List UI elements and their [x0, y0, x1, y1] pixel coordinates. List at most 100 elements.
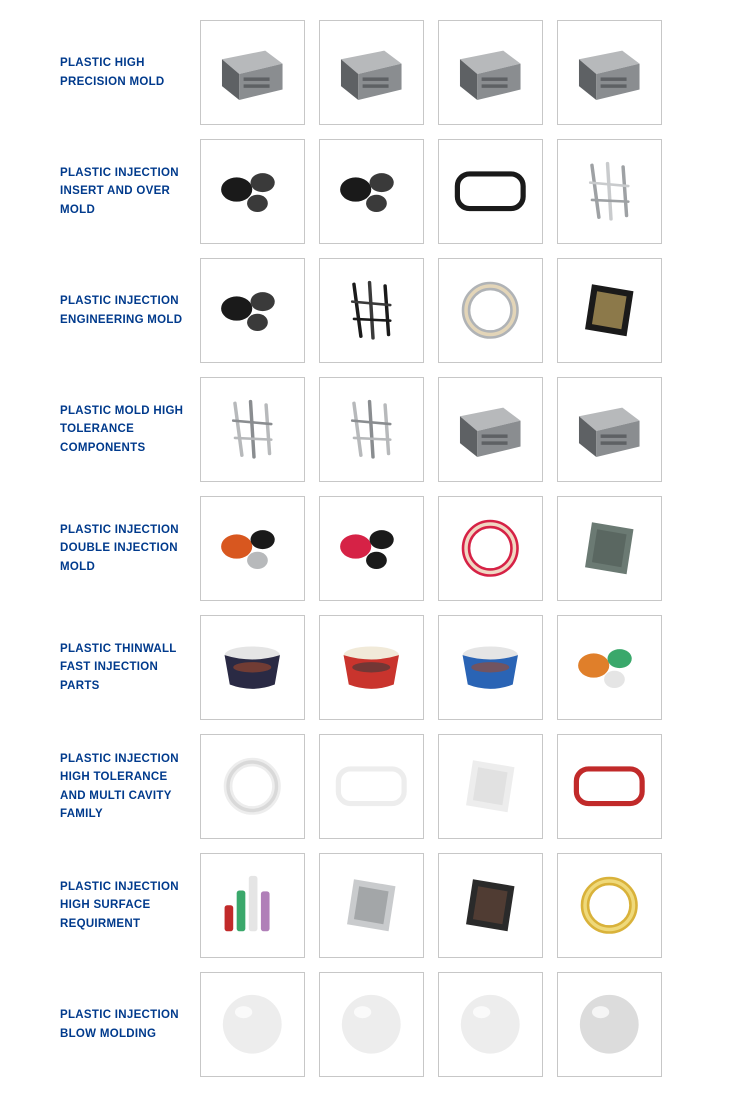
silver-clutch-box-icon — [328, 862, 415, 949]
product-thumb[interactable] — [319, 734, 424, 839]
product-thumb[interactable] — [200, 496, 305, 601]
product-thumb[interactable] — [319, 615, 424, 720]
product-thumb[interactable] — [438, 377, 543, 482]
gold-chrome-rings-icon — [566, 862, 653, 949]
product-thumb[interactable] — [438, 496, 543, 601]
clear-ladder-frame-icon — [328, 743, 415, 830]
category-row: PLASTIC INJECTION DOUBLE INJECTION MOLD — [0, 496, 720, 601]
product-thumb[interactable] — [557, 139, 662, 244]
black-frame-bezel-icon — [447, 148, 534, 235]
product-thumb[interactable] — [557, 615, 662, 720]
metal-bracket-wires-icon — [566, 148, 653, 235]
black-bracket-assembly-icon — [328, 267, 415, 354]
aluminum-linkage-icon — [209, 386, 296, 473]
category-label: PLASTIC HIGH PRECISION MOLD — [60, 54, 190, 91]
tool-grip-orange-black-icon — [209, 505, 296, 592]
thumb-row — [200, 258, 662, 363]
red-clear-visor-icon — [566, 743, 653, 830]
black-connector-set-icon — [328, 148, 415, 235]
product-thumb[interactable] — [557, 853, 662, 958]
product-thumb[interactable] — [319, 139, 424, 244]
category-label-col: PLASTIC INJECTION BLOW MOLDING — [0, 1006, 200, 1043]
thumb-row — [200, 20, 662, 125]
category-label: PLASTIC INJECTION DOUBLE INJECTION MOLD — [60, 521, 190, 576]
category-label: PLASTIC INJECTION BLOW MOLDING — [60, 1006, 190, 1043]
baby-bottle-pacifiers-icon — [566, 624, 653, 711]
steel-mold-base-2-icon — [566, 386, 653, 473]
product-thumb[interactable] — [438, 139, 543, 244]
product-thumb[interactable] — [200, 853, 305, 958]
category-label: PLASTIC INJECTION HIGH SURFACE REQUIRMEN… — [60, 878, 190, 933]
mold-block-3-icon — [447, 29, 534, 116]
aluminum-hinge-icon — [328, 386, 415, 473]
product-thumb[interactable] — [438, 20, 543, 125]
compact-dark-cases-icon — [447, 862, 534, 949]
category-row: PLASTIC MOLD HIGH TOLERANCE COMPONENTS — [0, 377, 720, 482]
thumb-row — [200, 972, 662, 1077]
ring-washers-icon — [447, 267, 534, 354]
mold-block-2-icon — [328, 29, 415, 116]
product-thumb[interactable] — [200, 258, 305, 363]
mold-block-1-icon — [209, 29, 296, 116]
product-thumb[interactable] — [200, 734, 305, 839]
steel-mold-base-1-icon — [447, 386, 534, 473]
thumb-row — [200, 377, 662, 482]
category-row: PLASTIC HIGH PRECISION MOLD — [0, 20, 720, 125]
category-row: PLASTIC INJECTION BLOW MOLDING — [0, 972, 720, 1077]
product-thumb[interactable] — [557, 258, 662, 363]
product-thumb[interactable] — [557, 734, 662, 839]
cosmetic-bottles-icon — [209, 862, 296, 949]
thumb-row — [200, 734, 662, 839]
product-thumb[interactable] — [438, 734, 543, 839]
category-label: PLASTIC MOLD HIGH TOLERANCE COMPONENTS — [60, 402, 190, 457]
product-thumb[interactable] — [200, 615, 305, 720]
product-category-grid: PLASTIC HIGH PRECISION MOLD PLASTIC INJE… — [0, 20, 720, 1077]
category-label-col: PLASTIC INJECTION HIGH TOLERANCE AND MUL… — [0, 750, 200, 824]
category-label: PLASTIC INJECTION ENGINEERING MOLD — [60, 292, 190, 329]
frosted-sphere-icon — [566, 981, 653, 1068]
product-thumb[interactable] — [319, 972, 424, 1077]
category-label-col: PLASTIC HIGH PRECISION MOLD — [0, 54, 200, 91]
product-thumb[interactable] — [319, 258, 424, 363]
product-thumb[interactable] — [557, 496, 662, 601]
category-row: PLASTIC INJECTION HIGH SURFACE REQUIRMEN… — [0, 853, 720, 958]
product-thumb[interactable] — [200, 972, 305, 1077]
category-label: PLASTIC INJECTION HIGH TOLERANCE AND MUL… — [60, 750, 190, 824]
product-thumb[interactable] — [319, 853, 424, 958]
category-label-col: PLASTIC THINWALL FAST INJECTION PARTS — [0, 640, 200, 695]
category-label: PLASTIC INJECTION INSERT AND OVER MOLD — [60, 164, 190, 219]
parlour-tub-blue-icon — [447, 624, 534, 711]
product-thumb[interactable] — [438, 853, 543, 958]
category-label-col: PLASTIC INJECTION ENGINEERING MOLD — [0, 292, 200, 329]
category-row: PLASTIC INJECTION ENGINEERING MOLD — [0, 258, 720, 363]
product-thumb[interactable] — [557, 20, 662, 125]
product-thumb[interactable] — [557, 377, 662, 482]
thumb-row — [200, 615, 662, 720]
clear-lantern-ribbed-icon — [447, 981, 534, 1068]
category-label-col: PLASTIC INJECTION INSERT AND OVER MOLD — [0, 164, 200, 219]
clear-headlamp-lens-icon — [447, 743, 534, 830]
category-row: PLASTIC INJECTION HIGH TOLERANCE AND MUL… — [0, 734, 720, 839]
category-row: PLASTIC INJECTION INSERT AND OVER MOLD — [0, 139, 720, 244]
category-label-col: PLASTIC INJECTION HIGH SURFACE REQUIRMEN… — [0, 878, 200, 933]
product-thumb[interactable] — [438, 258, 543, 363]
clear-egg-textured-icon — [328, 981, 415, 1068]
mold-block-4-icon — [566, 29, 653, 116]
product-thumb[interactable] — [319, 20, 424, 125]
clear-globe-faceted-icon — [209, 981, 296, 1068]
product-thumb[interactable] — [200, 377, 305, 482]
gray-triangular-cover-icon — [566, 505, 653, 592]
red-black-caps-icon — [328, 505, 415, 592]
thumb-row — [200, 139, 662, 244]
product-thumb[interactable] — [319, 496, 424, 601]
thumb-row — [200, 853, 662, 958]
product-thumb[interactable] — [200, 20, 305, 125]
product-thumb[interactable] — [200, 139, 305, 244]
product-thumb[interactable] — [438, 615, 543, 720]
category-label-col: PLASTIC INJECTION DOUBLE INJECTION MOLD — [0, 521, 200, 576]
product-thumb[interactable] — [557, 972, 662, 1077]
thumb-row — [200, 496, 662, 601]
product-thumb[interactable] — [438, 972, 543, 1077]
product-thumb[interactable] — [319, 377, 424, 482]
category-label: PLASTIC THINWALL FAST INJECTION PARTS — [60, 640, 190, 695]
